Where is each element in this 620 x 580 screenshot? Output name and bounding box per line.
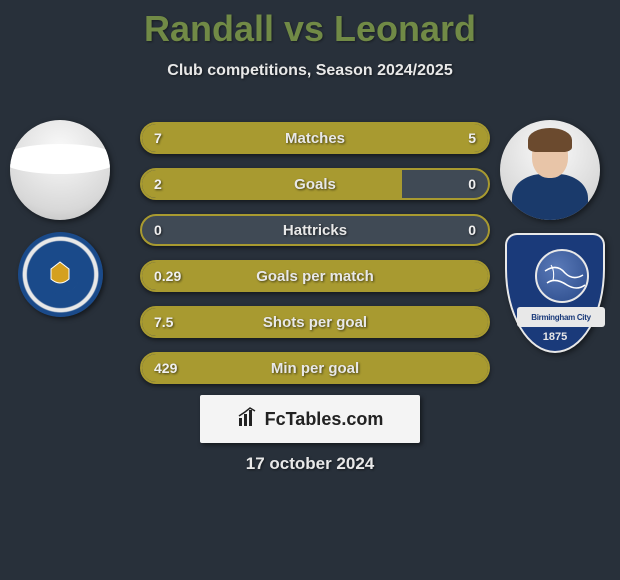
fctables-label: FcTables.com	[265, 409, 384, 430]
stats-bars: 75Matches 20Goals 00Hattricks 0.29Goals per…	[140, 122, 490, 398]
stat-label: Hattricks	[142, 216, 488, 244]
stat-row: 0.29Goals per match	[140, 260, 490, 292]
stat-row: 7.5Shots per goal	[140, 306, 490, 338]
club-badge-right: Birmingham City 1875	[500, 228, 610, 358]
club-right-year: 1875	[507, 331, 603, 343]
date-label: 17 october 2024	[0, 454, 620, 474]
stat-row: 00Hattricks	[140, 214, 490, 246]
stat-row: 20Goals	[140, 168, 490, 200]
club-badge-left	[18, 232, 103, 317]
stat-label: Min per goal	[142, 354, 488, 382]
player-right-column: Birmingham City 1875	[500, 120, 610, 358]
stat-label: Goals per match	[142, 262, 488, 290]
birmingham-badge-icon: Birmingham City 1875	[500, 228, 610, 358]
stat-label: Goals	[142, 170, 488, 198]
player-left-column	[10, 120, 110, 317]
stat-row: 429Min per goal	[140, 352, 490, 384]
stat-label: Shots per goal	[142, 308, 488, 336]
fctables-logo-icon	[237, 406, 259, 433]
stat-row: 75Matches	[140, 122, 490, 154]
player-left-avatar	[10, 120, 110, 220]
fctables-watermark: FcTables.com	[200, 395, 420, 443]
page-title: Randall vs Leonard	[0, 0, 620, 50]
peterborough-badge-icon	[18, 232, 103, 317]
player-right-avatar	[500, 120, 600, 220]
subtitle: Club competitions, Season 2024/2025	[0, 62, 620, 80]
club-right-name: Birmingham City	[517, 307, 605, 327]
stat-label: Matches	[142, 124, 488, 152]
